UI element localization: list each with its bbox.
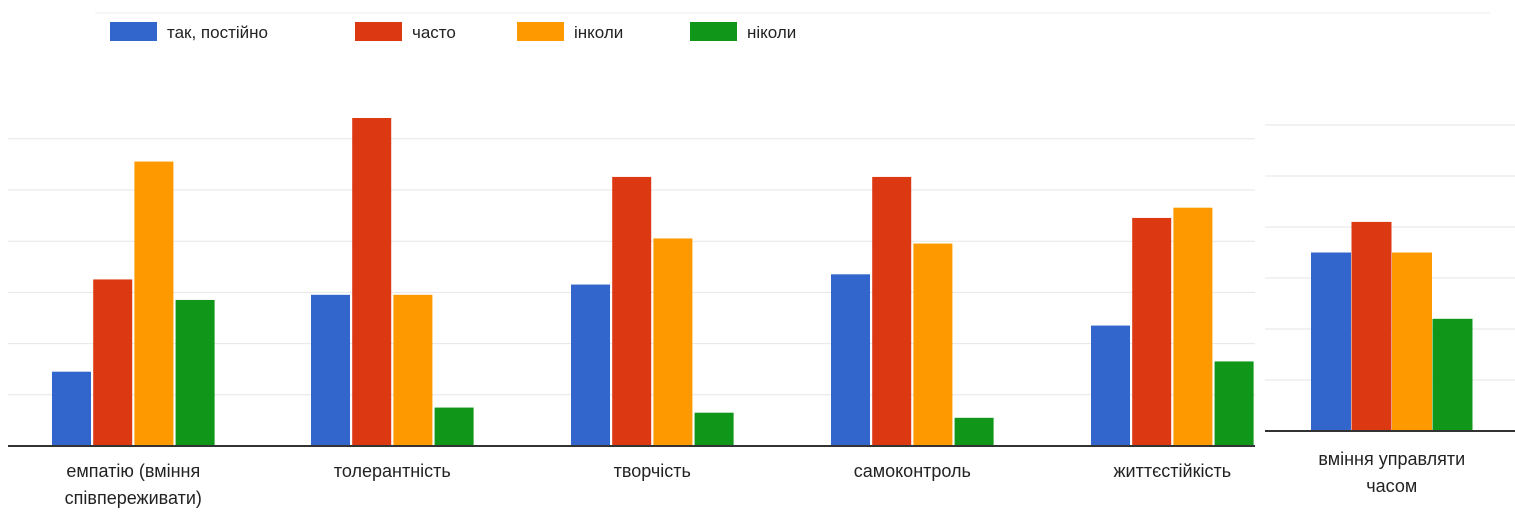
bar: так, постійно: 3.15	[571, 284, 610, 446]
chart-panel-side: так, постійно: 3.5часто: 4.1інколи: 3.5н…	[1265, 124, 1515, 496]
bar: ніколи: 0.55	[954, 417, 994, 446]
bar: часто: 5.25	[872, 176, 912, 446]
bar: так, постійно: 3.5	[1311, 252, 1351, 431]
bar: так, постійно: 1.45	[52, 371, 91, 446]
bar: ніколи: 2.2	[1432, 318, 1473, 431]
bar: інколи: 2.95	[393, 294, 433, 446]
bar: так, постійно: 3.35	[831, 274, 870, 446]
bar: часто: 6.4	[352, 118, 392, 446]
legend-swatch	[517, 22, 564, 41]
bar: інколи: 4.65	[1173, 207, 1213, 446]
chart-panel-main: так, постійно: 1.45часто: 3.25інколи: 5.…	[8, 118, 1255, 508]
bar: ніколи: 1.65	[1214, 361, 1254, 446]
bar: часто: 4.45	[1132, 217, 1172, 446]
category-label: вміння управляти часом	[1318, 449, 1465, 496]
bar: часто: 5.25	[612, 176, 652, 446]
category-label: самоконтроль	[854, 461, 971, 481]
bar: ніколи: 0.75	[434, 407, 474, 446]
chart-legend: так, постійно часто інколи ніколи	[110, 22, 796, 42]
legend-label: ніколи	[747, 23, 796, 42]
category-label: життєстійкість	[1114, 461, 1232, 481]
bar: так, постійно: 2.35	[1091, 325, 1130, 446]
bar: інколи: 3.95	[913, 243, 953, 446]
legend-swatch	[110, 22, 157, 41]
bar: часто: 3.25	[93, 279, 133, 446]
category-label: творчість	[614, 461, 691, 481]
category-label: толерантність	[334, 461, 451, 481]
bar: ніколи: 0.65	[694, 412, 734, 446]
bar: інколи: 4.05	[653, 238, 693, 446]
category-label: емпатію (вміння співпереживати)	[65, 461, 202, 508]
bar: часто: 4.1	[1351, 221, 1392, 431]
legend-swatch	[690, 22, 737, 41]
legend-label: інколи	[574, 23, 623, 42]
bar: інколи: 5.55	[134, 161, 174, 446]
bar: ніколи: 2.85	[175, 299, 215, 446]
bar: так, постійно: 2.95	[311, 294, 350, 446]
legend-label: часто	[412, 23, 456, 42]
legend-label: так, постійно	[167, 23, 268, 42]
bar: інколи: 3.5	[1392, 252, 1432, 431]
legend-swatch	[355, 22, 402, 41]
